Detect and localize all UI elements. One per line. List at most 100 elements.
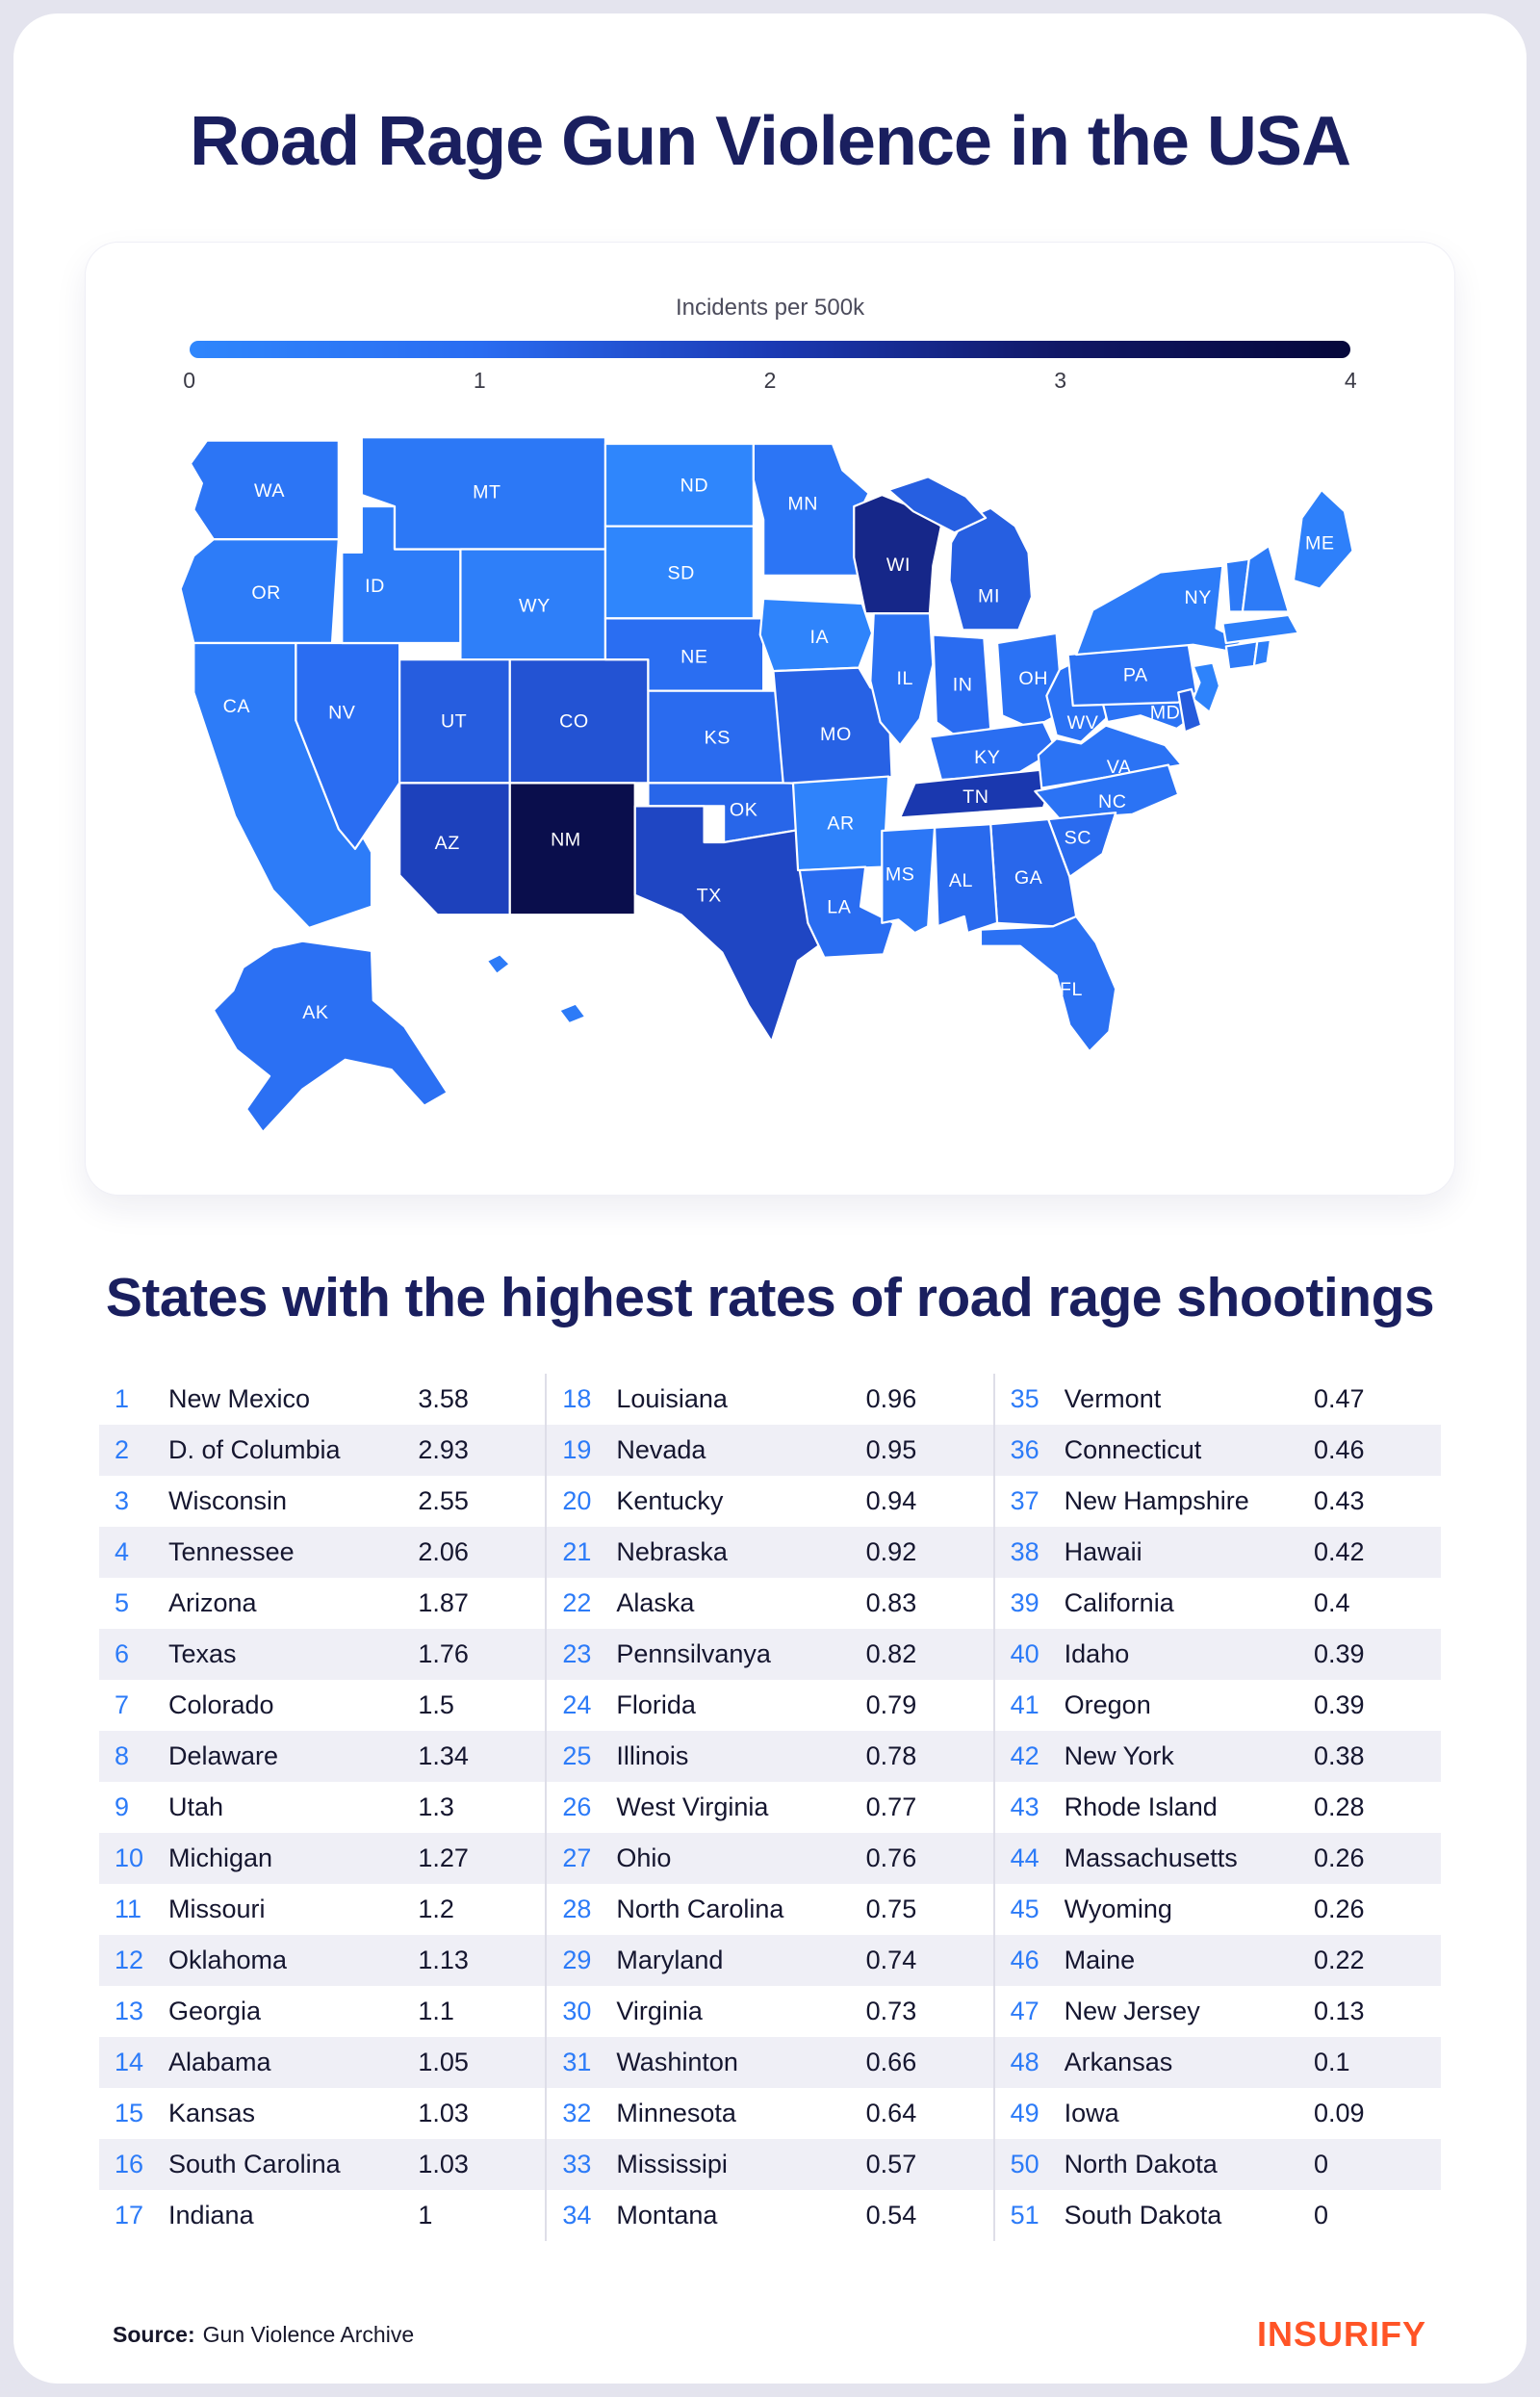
value-cell: 0.09 xyxy=(1313,2098,1365,2127)
map-card: Incidents per 500k 0 1 2 3 4 WA OR CA NV ID MT WY U… xyxy=(86,243,1454,1195)
table-row: 1 New Mexico 3.58 xyxy=(99,1374,545,1425)
rank-cell: 36 xyxy=(1010,1434,1040,1464)
state-name-cell: West Virginia xyxy=(616,1791,769,1821)
state-name-cell: New Hampshire xyxy=(1064,1485,1249,1515)
rank-cell: 18 xyxy=(562,1383,592,1413)
table-row: 17 Indiana 1 xyxy=(99,2190,545,2241)
value-cell: 1.34 xyxy=(418,1740,469,1770)
table-row: 48 Arkansas 0.1 xyxy=(994,2036,1441,2088)
state-name-cell: Colorado xyxy=(168,1689,274,1719)
rank-cell: 43 xyxy=(1010,1791,1040,1821)
rank-cell: 9 xyxy=(115,1791,130,1821)
state-name-cell: Pennsilvanya xyxy=(616,1638,771,1668)
rank-cell: 27 xyxy=(562,1843,592,1872)
value-cell: 0.26 xyxy=(1313,1894,1365,1923)
state-label-mi: MI xyxy=(978,585,1000,606)
state-name-cell: Wisconsin xyxy=(168,1485,288,1515)
state-name-cell: Idaho xyxy=(1064,1638,1130,1668)
state-il xyxy=(869,612,935,747)
state-name-cell: Indiana xyxy=(168,2200,254,2229)
table-row: 13 Georgia 1.1 xyxy=(99,1986,545,2037)
legend-tick-labels: 0 1 2 3 4 xyxy=(183,368,1356,399)
legend-tick: 2 xyxy=(763,368,777,393)
state-nh xyxy=(1241,544,1290,613)
rank-cell: 35 xyxy=(1010,1383,1040,1413)
value-cell: 1.13 xyxy=(418,1945,469,1974)
state-label-mo: MO xyxy=(820,724,852,745)
table-row: 11 Missouri 1.2 xyxy=(99,1884,545,1935)
state-name-cell: Nevada xyxy=(616,1434,706,1464)
value-cell: 0.66 xyxy=(865,2047,917,2076)
table-row: 36 Connecticut 0.46 xyxy=(994,1424,1441,1476)
value-cell: 0.83 xyxy=(865,1587,917,1617)
table-row: 27 Ohio 0.76 xyxy=(547,1832,993,1884)
table-column-3: 35 Vermont 0.47 36 Connecticut 0.46 37 New Hamp… xyxy=(992,1373,1441,2241)
state-name-cell: Massachusetts xyxy=(1064,1843,1238,1872)
state-name-cell: Connecticut xyxy=(1064,1434,1202,1464)
state-label-fl: FL xyxy=(1060,979,1083,1000)
table-row: 31 Washinton 0.66 xyxy=(547,2036,993,2088)
table-row: 3 Wisconsin 2.55 xyxy=(99,1476,545,1527)
table-row: 33 Mississipi 0.57 xyxy=(547,2138,993,2190)
state-label-mn: MN xyxy=(787,493,818,514)
section-title: States with the highest rates of road ra… xyxy=(105,1266,1435,1328)
state-label-ut: UT xyxy=(441,710,467,732)
state-label-ca: CA xyxy=(223,696,251,717)
state-name-cell: Iowa xyxy=(1064,2098,1119,2127)
state-name-cell: Washinton xyxy=(616,2047,738,2076)
state-label-me: ME xyxy=(1305,533,1335,554)
value-cell: 0.46 xyxy=(1313,1434,1365,1464)
state-label-md: MD xyxy=(1150,703,1181,724)
rank-cell: 46 xyxy=(1010,1945,1040,1974)
table-row: 28 North Carolina 0.75 xyxy=(547,1884,992,1935)
rank-cell: 30 xyxy=(562,1996,592,2025)
table-row: 25 Illinois 0.78 xyxy=(547,1730,993,1782)
table-row: 34 Montana 0.54 xyxy=(547,2190,992,2241)
value-cell: 0.96 xyxy=(865,1383,917,1413)
rank-cell: 45 xyxy=(1010,1894,1040,1923)
rank-cell: 14 xyxy=(115,2047,144,2076)
table-row: 5 Arizona 1.87 xyxy=(99,1578,545,1629)
state-label-nc: NC xyxy=(1098,791,1126,812)
state-name-cell: South Carolina xyxy=(168,2149,341,2178)
state-label-co: CO xyxy=(559,710,589,732)
state-ak xyxy=(212,940,449,1134)
rank-cell: 38 xyxy=(1010,1536,1040,1566)
state-label-ga: GA xyxy=(1014,867,1043,889)
state-name-cell: Georgia xyxy=(168,1996,262,2025)
rank-cell: 41 xyxy=(1010,1689,1040,1719)
state-label-nd: ND xyxy=(680,476,708,497)
value-cell: 1.03 xyxy=(418,2098,469,2127)
state-name-cell: Minnesota xyxy=(616,2098,736,2127)
table-row: 12 Oklahoma 1.13 xyxy=(99,1934,546,1986)
state-label-ok: OK xyxy=(730,800,757,821)
footer: Source: Gun Violence Archive INSURIFY xyxy=(113,2314,1426,2355)
state-tn xyxy=(899,766,1058,819)
state-label-ny: NY xyxy=(1185,587,1212,608)
table-row: 15 Kansas 1.03 xyxy=(99,2088,545,2139)
value-cell: 0.82 xyxy=(865,1638,917,1668)
rank-cell: 21 xyxy=(562,1536,592,1566)
state-name-cell: Missouri xyxy=(168,1894,266,1923)
table-row: 19 Nevada 0.95 xyxy=(547,1424,993,1476)
state-name-cell: Tennessee xyxy=(168,1536,295,1566)
state-mi xyxy=(887,476,988,534)
table-row: 39 California 0.4 xyxy=(995,1578,1441,1629)
value-cell: 0.43 xyxy=(1313,1485,1365,1515)
table-row: 42 New York 0.38 xyxy=(994,1730,1441,1782)
rank-cell: 47 xyxy=(1010,1996,1040,2025)
rank-cell: 25 xyxy=(562,1740,592,1770)
value-cell: 0 xyxy=(1313,2149,1329,2178)
page-title: Road Rage Gun Violence in the USA xyxy=(190,103,1351,180)
state-ky xyxy=(928,721,1058,782)
state-label-pa: PA xyxy=(1123,664,1148,685)
state-label-ky: KY xyxy=(974,747,1000,768)
legend-tick: 4 xyxy=(1344,368,1357,393)
state-name-cell: Texas xyxy=(168,1638,237,1668)
value-cell: 1.1 xyxy=(418,1996,454,2025)
state-name-cell: Oklahoma xyxy=(168,1945,288,1974)
table-row: 7 Colorado 1.5 xyxy=(99,1680,545,1731)
value-cell: 0.22 xyxy=(1313,1945,1365,1974)
rank-cell: 51 xyxy=(1010,2200,1040,2229)
table-row: 9 Utah 1.3 xyxy=(99,1782,545,1833)
